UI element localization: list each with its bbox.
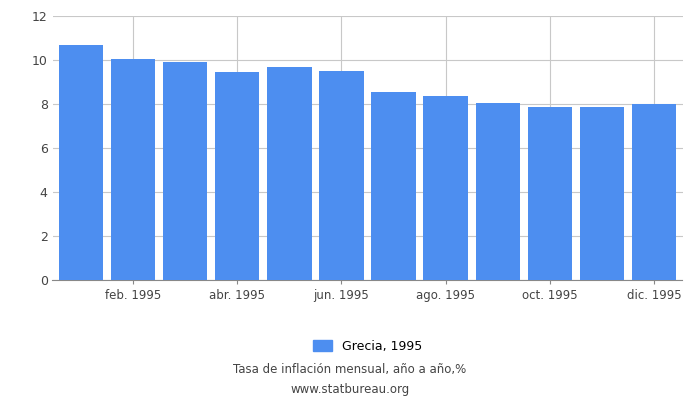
Bar xyxy=(215,72,260,280)
Bar xyxy=(372,92,416,280)
Bar xyxy=(528,107,572,280)
Bar xyxy=(163,62,207,280)
Legend: Grecia, 1995: Grecia, 1995 xyxy=(307,334,428,359)
Bar xyxy=(631,104,676,280)
Text: www.statbureau.org: www.statbureau.org xyxy=(290,384,410,396)
Bar xyxy=(111,59,155,280)
Bar xyxy=(475,103,520,280)
Bar xyxy=(424,96,468,280)
Bar xyxy=(580,107,624,280)
Text: Tasa de inflación mensual, año a año,%: Tasa de inflación mensual, año a año,% xyxy=(233,364,467,376)
Bar xyxy=(267,67,312,280)
Bar xyxy=(59,45,104,280)
Bar xyxy=(319,71,363,280)
